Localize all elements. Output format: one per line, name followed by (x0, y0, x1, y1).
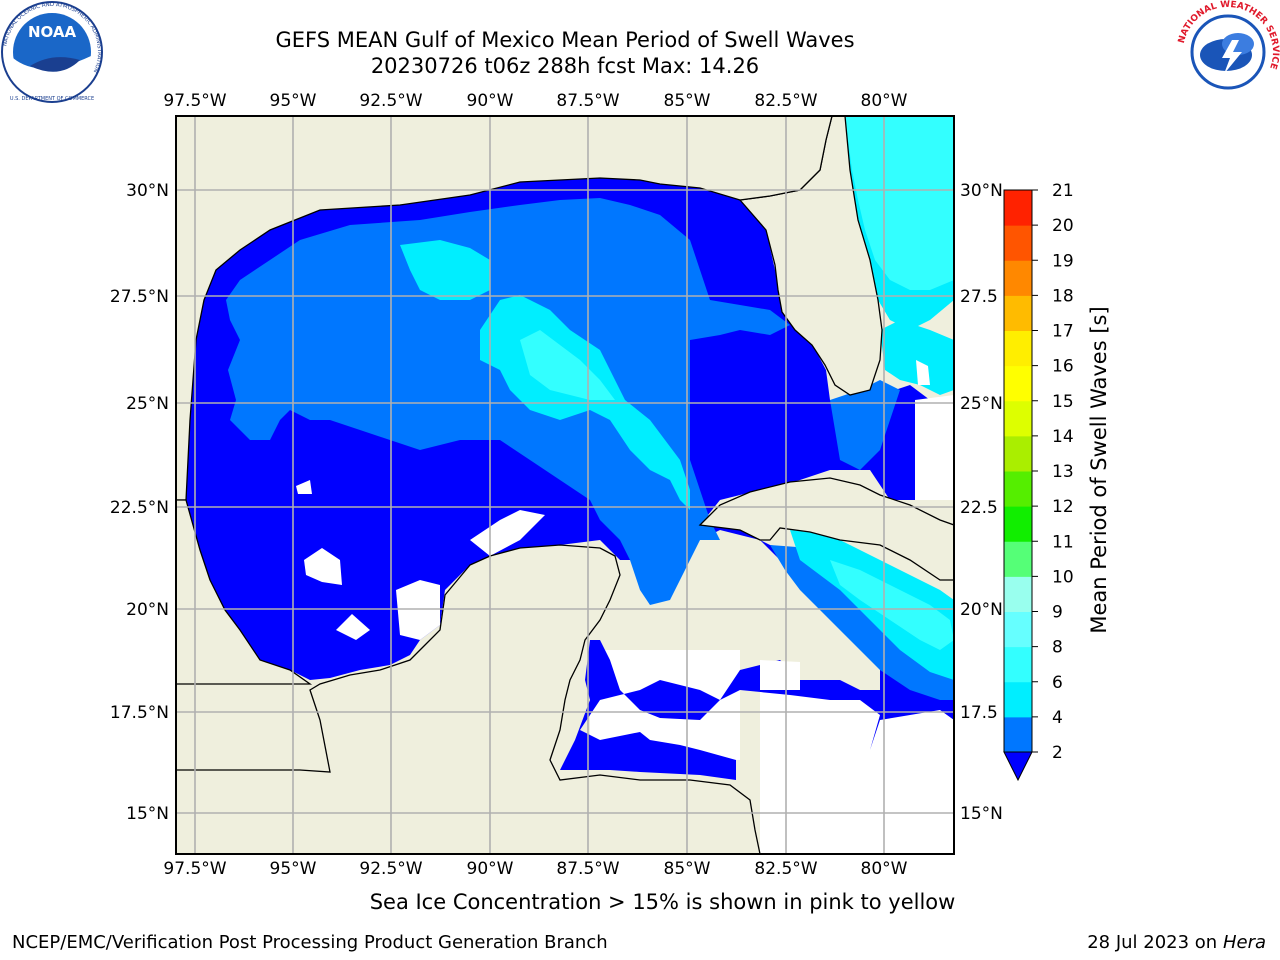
colorbar-under-triangle (1003, 751, 1033, 782)
noaa-logo-text: NOAA (28, 23, 77, 41)
colorbar-tick-label: 16 (1052, 357, 1074, 377)
colorbar-segment (1004, 365, 1032, 402)
footer-date: 28 Jul 2023 on Hera (1087, 932, 1266, 953)
colorbar-label: Mean Period of Swell Waves [s] (1087, 306, 1111, 633)
footer-machine: Hera (1222, 932, 1266, 953)
colorbar-segment (1004, 260, 1032, 296)
colorbar-segment (1004, 225, 1032, 261)
map-title: GEFS MEAN Gulf of Mexico Mean Period of … (275, 28, 855, 52)
colorbar-tick-label: 13 (1052, 462, 1074, 482)
nws-logo: NATIONAL WEATHER SERVICE (1177, 0, 1280, 102)
colorbar-tick-label: 20 (1052, 216, 1074, 236)
caribbean-no-data (760, 690, 954, 854)
colorbar-tick-label: 17 (1052, 322, 1074, 342)
sea-ice-caption: Sea Ice Concentration > 15% is shown in … (369, 890, 956, 914)
colorbar-tick-label: 11 (1052, 532, 1074, 552)
lon-label-top: 82.5°W (754, 91, 817, 111)
colorbar-segment (1004, 646, 1032, 683)
lat-label-left: 20°N (126, 600, 169, 620)
colorbar-segment (1004, 400, 1032, 437)
lon-label-bottom: 95°W (270, 859, 317, 879)
noaa-ring-bottom: U.S. DEPARTMENT OF COMMERCE (10, 96, 94, 102)
noaa-logo: NOAA NATIONAL OCEANIC AND ATMOSPHERIC AD… (1, 1, 103, 103)
colorbar-segment (1004, 295, 1032, 331)
colorbar-tick-label: 15 (1052, 392, 1074, 412)
lat-label-left: 30°N (126, 181, 169, 201)
colorbar-segment (1004, 681, 1032, 718)
lat-label-left: 27.5°N (110, 287, 169, 307)
footer-producer: NCEP/EMC/Verification Post Processing Pr… (12, 932, 608, 953)
colorbar-segment (1004, 435, 1032, 472)
colorbar-segment (1004, 330, 1032, 367)
colorbar-tick-label: 8 (1052, 638, 1063, 658)
lat-label-right: 25°N (960, 394, 1003, 414)
cuba-land (698, 477, 954, 581)
lon-label-top: 97.5°W (163, 91, 226, 111)
map-subtitle: 20230726 t06z 288h fcst Max: 14.26 (370, 54, 760, 78)
lon-label-bottom: 80°W (861, 859, 908, 879)
lon-label-top: 80°W (861, 91, 908, 111)
colorbar-segment (1004, 190, 1032, 226)
lat-label-right: 22.5 (960, 498, 998, 518)
colorbar-segment (1004, 576, 1032, 612)
lon-label-bottom: 90°W (467, 859, 514, 879)
colorbar-tick-label: 2 (1052, 743, 1063, 763)
colorbar-tick-label: 19 (1052, 251, 1074, 271)
lat-label-left: 17.5°N (110, 703, 169, 723)
swell-6-8s (845, 116, 954, 290)
lat-label-right: 30°N (960, 181, 1003, 201)
colorbar-tick-label: 12 (1052, 497, 1074, 517)
colorbar-tick-label: 9 (1052, 603, 1063, 623)
lon-label-top: 92.5°W (359, 91, 422, 111)
colorbar-segment (1004, 506, 1032, 542)
colorbar-tick-label: 14 (1052, 427, 1074, 447)
lon-label-top: 95°W (270, 91, 317, 111)
swell-2-4s (226, 198, 790, 605)
colorbar-tick-label: 18 (1052, 286, 1074, 306)
footer-date-text: 28 Jul 2023 on (1087, 932, 1223, 953)
lat-label-right: 27.5 (960, 287, 998, 307)
colorbar-segment (1004, 611, 1032, 648)
map-grid (176, 116, 954, 854)
lat-label-right: 20°N (960, 600, 1003, 620)
lat-label-left: 22.5°N (110, 498, 169, 518)
lon-label-bottom: 85°W (664, 859, 711, 879)
colorbar-tick-label: 4 (1052, 708, 1063, 728)
colorbar-segment (1004, 716, 1032, 753)
lon-label-bottom: 87.5°W (556, 859, 619, 879)
colorbar-tick-label: 10 (1052, 567, 1074, 587)
colorbar-tick-label: 6 (1052, 673, 1063, 693)
lon-label-bottom: 82.5°W (754, 859, 817, 879)
colorbar: 2 4 6 8 9 10 11 12 13 14 15 16 17 18 19 20 21 (1003, 181, 1074, 782)
colorbar-segment (1004, 541, 1032, 577)
colorbar-segment (1004, 471, 1032, 507)
lon-label-top: 87.5°W (556, 91, 619, 111)
colorbar-tick-label: 21 (1052, 181, 1074, 201)
lon-label-top: 85°W (664, 91, 711, 111)
lon-label-bottom: 97.5°W (163, 859, 226, 879)
yucatan-land (176, 544, 761, 854)
lon-label-bottom: 92.5°W (359, 859, 422, 879)
lat-label-left: 25°N (126, 394, 169, 414)
lat-label-right: 15°N (960, 804, 1003, 824)
lon-label-top: 90°W (467, 91, 514, 111)
lat-label-right: 17.5 (960, 703, 998, 723)
map-frame (175, 115, 955, 855)
lat-label-left: 15°N (126, 804, 169, 824)
